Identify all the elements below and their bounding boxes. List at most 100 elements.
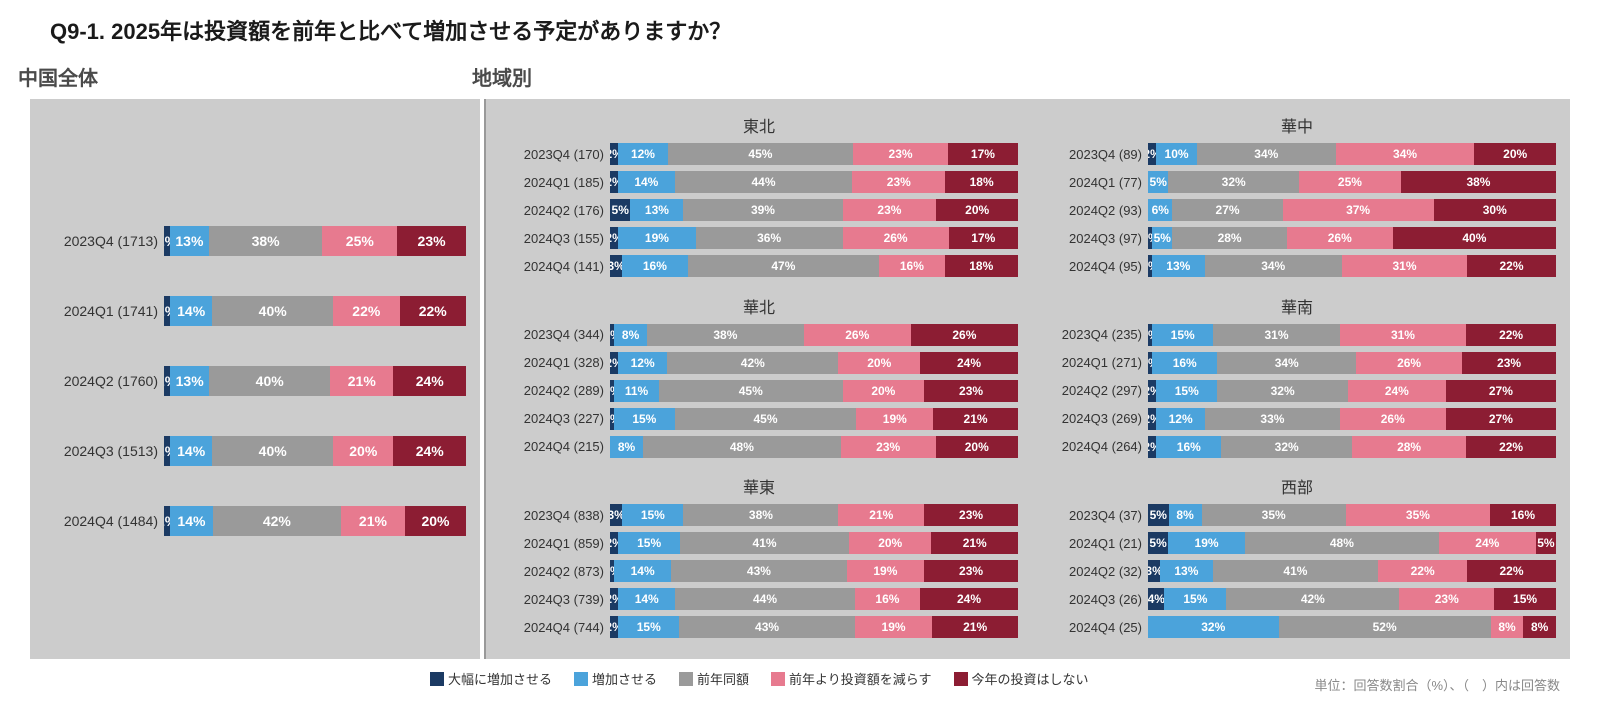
bar-segment: 31%: [1340, 324, 1466, 346]
bar-segment: 28%: [1352, 436, 1466, 458]
bar-label: 2024Q3 (26): [1038, 592, 1148, 607]
bar-segment: 15%: [1494, 588, 1556, 610]
bar-segment: 22%: [1467, 560, 1556, 582]
bar-segment: 14%: [618, 171, 675, 193]
bar-row: 2024Q4 (95)1%13%34%31%22%: [1038, 255, 1556, 277]
bar-segment: 8%: [1491, 616, 1524, 638]
bar-row: 2024Q1 (21)5%19%48%24%5%: [1038, 532, 1556, 554]
legend-label: 今年の投資はしない: [972, 669, 1089, 688]
bar-segment: 18%: [945, 255, 1018, 277]
bar-segment: 22%: [1466, 324, 1556, 346]
bar-row: 2023Q4 (170)2%12%45%23%17%: [500, 143, 1018, 165]
bar-segment: 28%: [1172, 227, 1286, 249]
bar-row: 2023Q4 (37)5%8%35%35%16%: [1038, 504, 1556, 526]
section-header-overall: 中国全体: [0, 56, 454, 99]
bar-label: 2024Q4 (25): [1038, 620, 1148, 635]
bar-segment: 16%: [855, 588, 920, 610]
legend-item: 今年の投資はしない: [954, 669, 1089, 688]
overall-column: 2023Q4 (1713)2%13%38%25%23%2024Q1 (1741)…: [30, 99, 480, 659]
bar-segment: 47%: [688, 255, 880, 277]
bar-segment: 26%: [911, 324, 1018, 346]
bar-segment: 2%: [610, 588, 618, 610]
bar-segment: 26%: [1340, 408, 1446, 430]
bar-segment: 13%: [1160, 560, 1213, 582]
stacked-bar: 1%15%31%31%22%: [1148, 324, 1556, 346]
bar-label: 2023Q4 (235): [1038, 327, 1148, 342]
stacked-bar: 2%19%36%26%17%: [610, 227, 1018, 249]
bar-segment: 5%: [1536, 532, 1556, 554]
stacked-bar: 2%13%40%21%24%: [164, 366, 466, 396]
bar-segment: 13%: [1152, 255, 1205, 277]
stacked-bar: 0%5%32%25%38%: [1148, 171, 1556, 193]
bar-segment: 42%: [1226, 588, 1399, 610]
bar-label: 2024Q2 (289): [500, 383, 610, 398]
bar-segment: 23%: [397, 226, 466, 256]
bar-segment: 20%: [405, 506, 466, 536]
bar-label: 2024Q2 (32): [1038, 564, 1148, 579]
footnote: 単位：回答数割合（%）、（ ）内は回答数: [1314, 675, 1560, 694]
stacked-bar: 2%15%32%24%27%: [1148, 380, 1556, 402]
stacked-bar: 1%16%34%26%23%: [1148, 352, 1556, 374]
bar-segment: 32%: [1217, 380, 1348, 402]
bar-segment: 40%: [1393, 227, 1556, 249]
bar-label: 2024Q1 (328): [500, 355, 610, 370]
bar-segment: 22%: [1466, 436, 1556, 458]
bar-segment: 2%: [1148, 436, 1156, 458]
bar-segment: 15%: [618, 532, 680, 554]
bar-row: 2024Q3 (739)2%14%44%16%24%: [500, 588, 1018, 610]
bar-segment: 15%: [1156, 380, 1217, 402]
bar-segment: 32%: [1148, 616, 1279, 638]
bar-segment: 23%: [853, 143, 948, 165]
bar-segment: 43%: [679, 616, 854, 638]
legend-swatch: [679, 672, 693, 686]
bar-segment: 3%: [1148, 560, 1160, 582]
legend-label: 大幅に増加させる: [448, 669, 552, 688]
bar-segment: 12%: [618, 143, 667, 165]
region-block: 東北2023Q4 (170)2%12%45%23%17%2024Q1 (185)…: [500, 113, 1018, 288]
legend-item: 増加させる: [574, 669, 657, 688]
bar-label: 2024Q1 (21): [1038, 536, 1148, 551]
bar-label: 2023Q4 (89): [1038, 147, 1148, 162]
bar-label: 2024Q1 (185): [500, 175, 610, 190]
bar-row: 2024Q2 (873)1%14%43%19%23%: [500, 560, 1018, 582]
bar-segment: 16%: [1156, 436, 1221, 458]
stacked-bar: 2%10%34%34%20%: [1148, 143, 1556, 165]
bar-label: 2023Q4 (1713): [44, 233, 164, 249]
bar-segment: 26%: [804, 324, 911, 346]
bar-segment: 2%: [1148, 143, 1156, 165]
bar-segment: 19%: [847, 560, 925, 582]
bar-segment: 2%: [610, 352, 618, 374]
bar-segment: 31%: [1342, 255, 1467, 277]
bar-segment: 34%: [1336, 143, 1475, 165]
bar-row: 2024Q3 (1513)2%14%40%20%24%: [44, 436, 466, 466]
stacked-bar: 1%8%38%26%26%: [610, 324, 1018, 346]
bar-row: 2024Q4 (215)0%8%48%23%20%: [500, 436, 1018, 458]
bar-segment: 35%: [1346, 504, 1490, 526]
bar-segment: 18%: [945, 171, 1018, 193]
bar-row: 2024Q1 (185)2%14%44%23%18%: [500, 171, 1018, 193]
bar-segment: 20%: [849, 532, 931, 554]
bar-segment: 40%: [209, 366, 330, 396]
bar-row: 2024Q2 (32)3%13%41%22%22%: [1038, 560, 1556, 582]
stacked-bar: 1%13%34%31%22%: [1148, 255, 1556, 277]
bar-segment: 20%: [843, 380, 925, 402]
bar-segment: 40%: [212, 436, 333, 466]
bar-segment: 19%: [855, 616, 933, 638]
bar-segment: 42%: [667, 352, 838, 374]
bar-label: 2024Q2 (176): [500, 203, 610, 218]
legend-label: 増加させる: [592, 669, 657, 688]
bar-segment: 44%: [675, 171, 853, 193]
bar-segment: 20%: [1474, 143, 1556, 165]
bar-segment: 23%: [843, 199, 937, 221]
bar-segment: 22%: [1378, 560, 1467, 582]
bar-label: 2024Q1 (1741): [44, 303, 164, 319]
bar-segment: 15%: [614, 408, 675, 430]
bar-segment: 38%: [209, 226, 323, 256]
stacked-bar: 2%15%41%20%21%: [610, 532, 1018, 554]
regions-chart: 東北2023Q4 (170)2%12%45%23%17%2024Q1 (185)…: [486, 99, 1570, 659]
stacked-bar: 2%15%43%19%21%: [610, 616, 1018, 638]
stacked-bar: 5%13%39%23%20%: [610, 199, 1018, 221]
bar-segment: 4%: [1148, 588, 1164, 610]
bar-segment: 8%: [1169, 504, 1202, 526]
stacked-bar: 2%12%33%26%27%: [1148, 408, 1556, 430]
